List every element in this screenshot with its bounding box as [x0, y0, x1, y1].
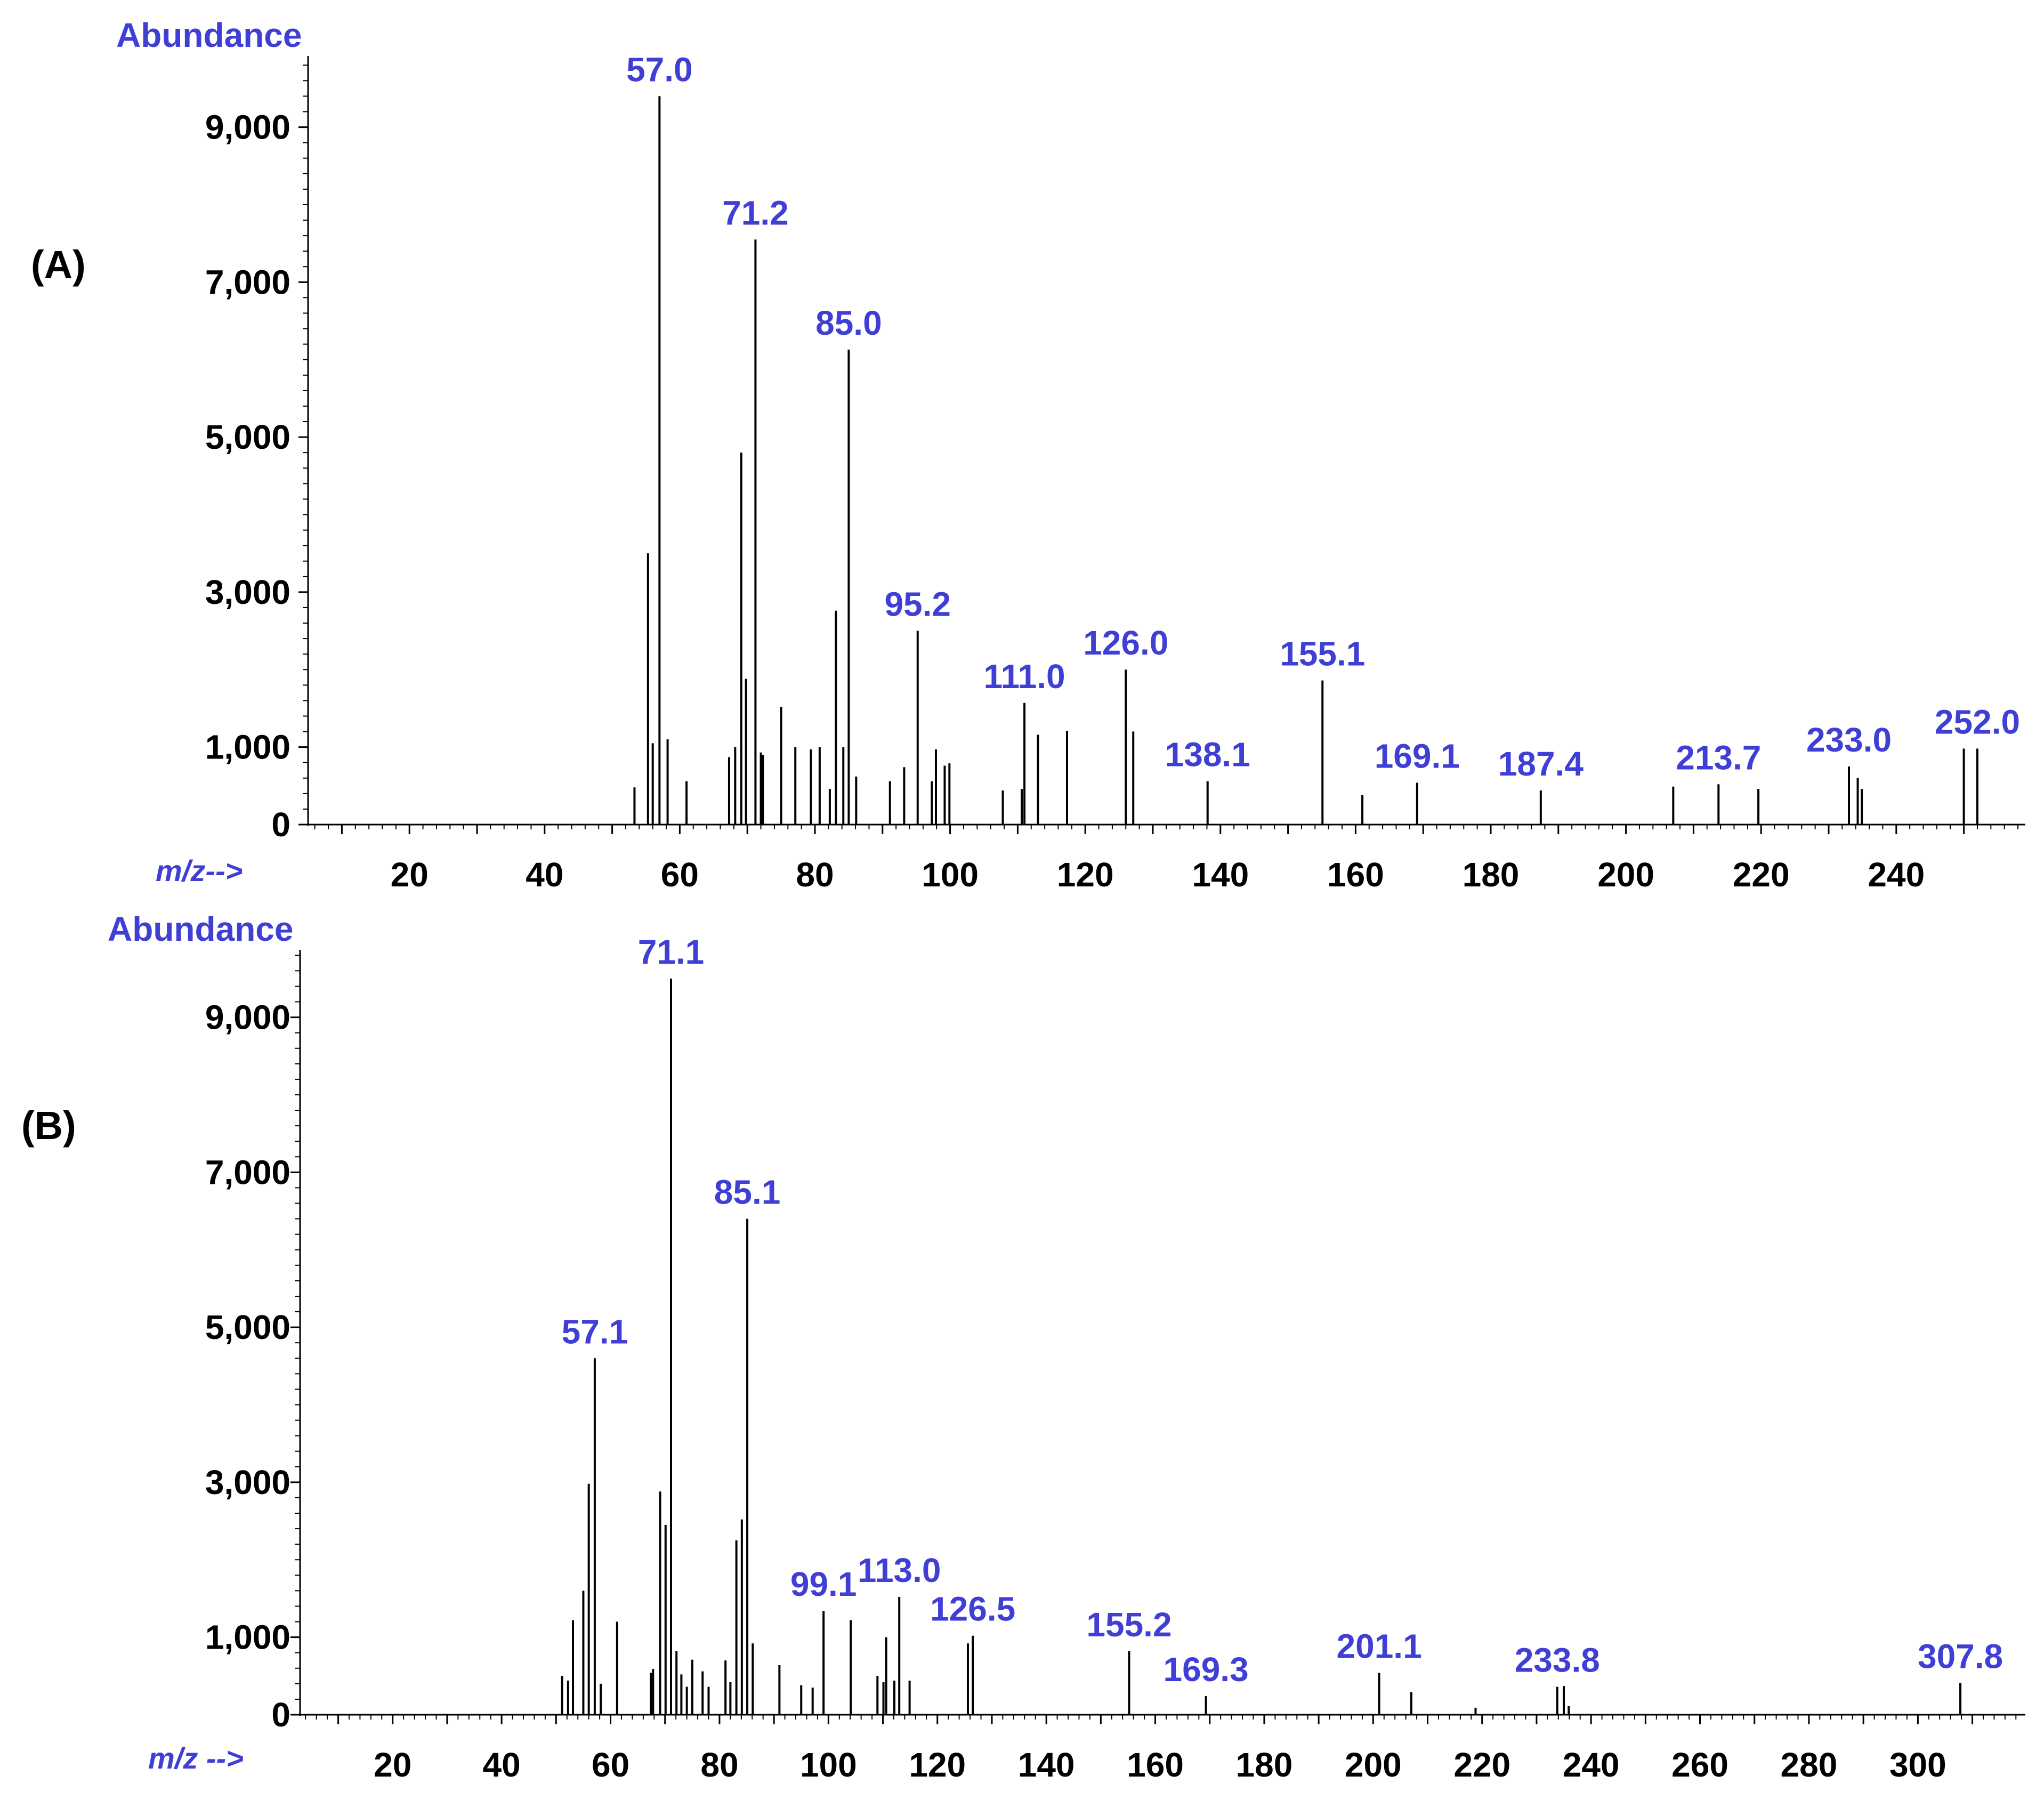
- panel-b-x-tick-label: 20: [374, 1746, 411, 1784]
- panel-a-x-tick-label: 60: [661, 855, 699, 894]
- panel-a-peak-label: 85.0: [815, 304, 882, 342]
- panel-b-y-tick-label: 5,000: [205, 1308, 290, 1346]
- panel-b-peak-label: 155.2: [1086, 1605, 1172, 1644]
- panel-b-peak-label: 201.1: [1337, 1627, 1422, 1665]
- panel-a-x-tick-label: 220: [1733, 855, 1790, 894]
- panel-b-y-tick-label: 3,000: [205, 1463, 290, 1502]
- panel-b-peak-label: 99.1: [790, 1565, 857, 1603]
- panel-b-x-tick-label: 80: [700, 1746, 738, 1784]
- panel-a-x-tick-label: 160: [1327, 855, 1384, 894]
- panel-a-peak-label: 111.0: [984, 657, 1065, 696]
- panel-b-peak-label: 57.1: [562, 1312, 628, 1351]
- panel-b-ylabel: Abundance: [108, 910, 293, 948]
- panel-b-xlabel: m/z -->: [148, 1741, 244, 1775]
- panel-a-x-tick-label: 20: [391, 855, 429, 894]
- panel-b-x-tick-label: 140: [1018, 1746, 1075, 1784]
- panel-b-peak-label: 169.3: [1164, 1650, 1249, 1689]
- panel-a-peak-label: 138.1: [1165, 736, 1250, 774]
- panel-a-peak-label: 252.0: [1935, 703, 2020, 741]
- panel-a-x-tick-label: 40: [526, 855, 563, 894]
- panel-a-xlabel: m/z-->: [156, 854, 243, 887]
- panel-a-y-tick-label: 0: [271, 805, 290, 844]
- panel-b-x-tick-label: 120: [909, 1746, 966, 1784]
- panel-a-x-tick-label: 180: [1463, 855, 1520, 894]
- panel-a-x-tick-label: 240: [1868, 855, 1925, 894]
- panel-b-x-tick-label: 300: [1889, 1746, 1946, 1784]
- panel-b-x-tick-label: 280: [1781, 1746, 1838, 1784]
- panel-b-y-tick-label: 7,000: [205, 1153, 290, 1191]
- panel-a-y-tick-label: 9,000: [205, 108, 290, 147]
- panel-a-x-tick-label: 140: [1192, 855, 1249, 894]
- panel-a-y-tick-label: 1,000: [205, 728, 290, 766]
- panel-a-peak-label: 213.7: [1676, 738, 1761, 777]
- panel-a-peak-label: 233.0: [1806, 721, 1892, 759]
- panel-b-y-tick-label: 9,000: [205, 998, 290, 1037]
- panel-b-x-tick-label: 220: [1453, 1746, 1510, 1784]
- panel-a-label: (A): [31, 243, 86, 287]
- panel-b-y-tick-label: 0: [271, 1696, 290, 1734]
- panel-b-chart: 0 1,000 3,000 5,000 7,000 9,000 20 40 60 80 100 120…: [205, 933, 2025, 1784]
- panel-a-x-tick-label: 120: [1057, 855, 1114, 894]
- panel-a-peak-label: 71.2: [722, 193, 789, 232]
- panel-a-peak-label: 95.2: [884, 585, 951, 624]
- panel-a-peak-label: 126.0: [1083, 624, 1168, 662]
- panel-b-peak-label: 126.5: [930, 1590, 1015, 1628]
- panel-a-peak-label: 187.4: [1498, 745, 1584, 783]
- panel-b-x-tick-label: 40: [483, 1746, 521, 1784]
- panel-a-x-tick-label: 200: [1597, 855, 1654, 894]
- panel-b-x-tick-label: 100: [800, 1746, 857, 1784]
- panel-b-x-tick-label: 260: [1671, 1746, 1728, 1784]
- panel-b-peak-label: 113.0: [858, 1551, 941, 1589]
- panel-a-y-tick-label: 3,000: [205, 573, 290, 611]
- panel-a-y-tick-label: 7,000: [205, 263, 290, 301]
- panel-b-x-tick-label: 200: [1345, 1746, 1402, 1784]
- panel-b-x-tick-label: 160: [1127, 1746, 1184, 1784]
- panel-b-peak-label: 85.1: [714, 1173, 781, 1212]
- panel-b-y-tick-label: 1,000: [205, 1618, 290, 1657]
- panel-a-chart: 0 1,000 3,000 5,000 7,000 9,000 20 40 60 80 100 120…: [205, 50, 2025, 894]
- panel-a-peak-label: 57.0: [626, 50, 693, 88]
- panel-b-peak-label: 233.8: [1515, 1641, 1600, 1680]
- panel-a-peak-label: 155.1: [1280, 635, 1365, 673]
- panel-b-x-tick-label: 180: [1236, 1746, 1293, 1784]
- panel-a-ylabel: Abundance: [116, 16, 302, 54]
- panel-a-y-tick-label: 5,000: [205, 418, 290, 456]
- panel-b-x-tick-label: 60: [592, 1746, 629, 1784]
- panel-a-x-tick-label: 100: [922, 855, 979, 894]
- panel-b-x-tick-label: 240: [1563, 1746, 1620, 1784]
- panel-b-label: (B): [21, 1103, 76, 1148]
- panel-b-peak-label: 307.8: [1918, 1637, 2003, 1675]
- panel-b-peak-label: 71.1: [638, 933, 705, 971]
- panel-a-x-tick-label: 80: [796, 855, 834, 894]
- panel-a-peak-label: 169.1: [1375, 737, 1460, 775]
